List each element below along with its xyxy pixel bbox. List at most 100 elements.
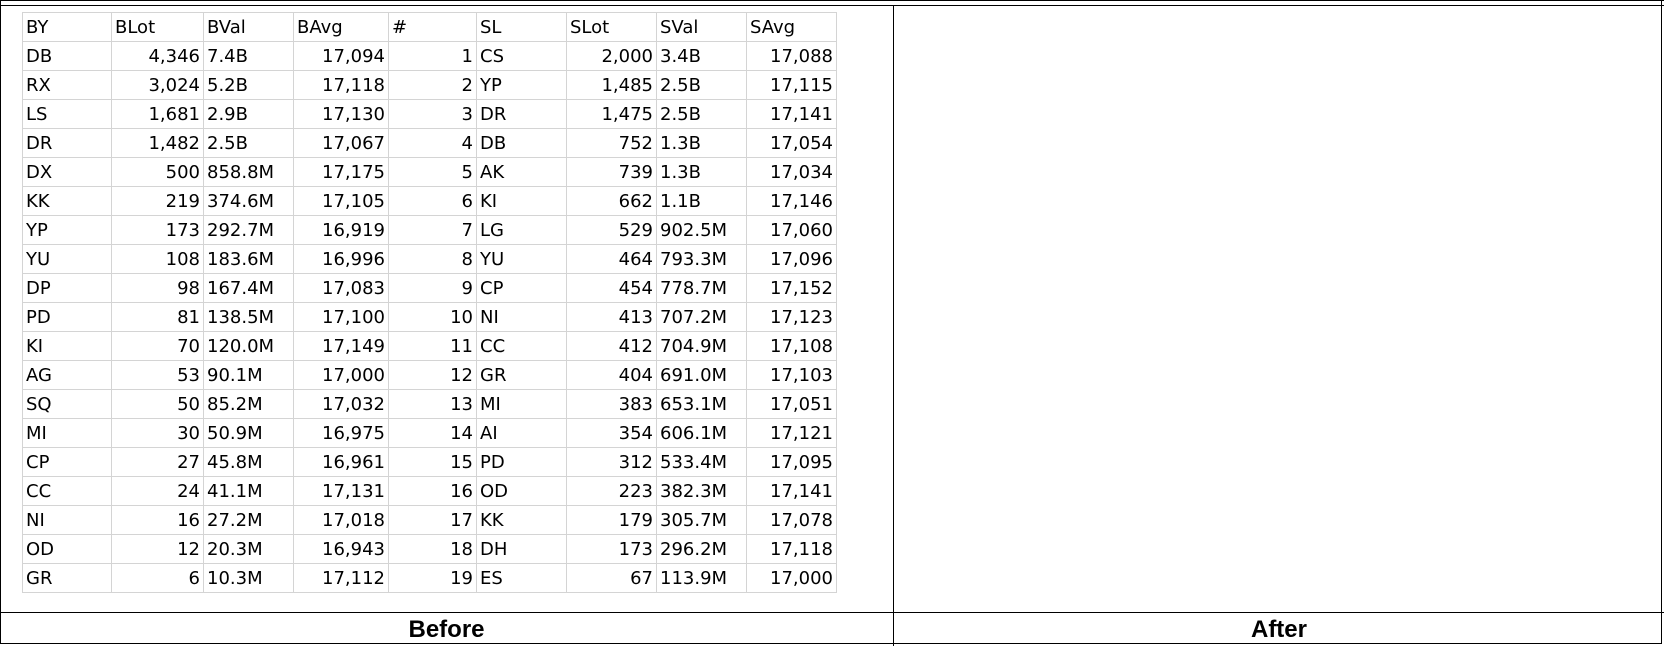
before-table-cell[interactable]: 17,032 (293, 389, 389, 419)
before-table-cell[interactable]: 296.2M (656, 534, 747, 564)
before-table-cell[interactable]: 2.5B (656, 99, 747, 129)
before-table-cell[interactable]: 4,346 (111, 41, 204, 71)
before-table-cell[interactable]: 16,943 (293, 534, 389, 564)
before-column-header[interactable]: SL (476, 12, 567, 42)
before-column-header[interactable]: BAvg (293, 12, 389, 42)
before-table-cell[interactable]: 1.3B (656, 157, 747, 187)
before-table-cell[interactable]: 529 (566, 215, 657, 245)
before-table-cell[interactable]: 41.1M (203, 476, 294, 506)
before-table-cell[interactable]: CP (476, 273, 567, 303)
before-table-cell[interactable]: 7.4B (203, 41, 294, 71)
before-table-cell[interactable]: 120.0M (203, 331, 294, 361)
before-table-cell[interactable]: 778.7M (656, 273, 747, 303)
before-table-cell[interactable]: 8 (388, 244, 477, 274)
before-table-cell[interactable]: 305.7M (656, 505, 747, 535)
before-table-cell[interactable]: 17,100 (293, 302, 389, 332)
before-table-cell[interactable]: 17,051 (746, 389, 837, 419)
before-table-cell[interactable]: 81 (111, 302, 204, 332)
before-table-cell[interactable]: 90.1M (203, 360, 294, 390)
before-table-cell[interactable]: AG (22, 360, 112, 390)
before-table-cell[interactable]: 374.6M (203, 186, 294, 216)
before-table-cell[interactable]: NI (476, 302, 567, 332)
before-table-cell[interactable]: PD (22, 302, 112, 332)
before-table-cell[interactable]: 183.6M (203, 244, 294, 274)
before-table-cell[interactable]: 17,094 (293, 41, 389, 71)
before-table-cell[interactable]: 5.2B (203, 70, 294, 100)
before-table-cell[interactable]: 19 (388, 563, 477, 593)
before-table-cell[interactable]: 24 (111, 476, 204, 506)
before-table-cell[interactable]: 17,175 (293, 157, 389, 187)
before-table-cell[interactable]: GR (476, 360, 567, 390)
before-table-cell[interactable]: ES (476, 563, 567, 593)
before-table-cell[interactable]: 173 (111, 215, 204, 245)
before-table-cell[interactable]: SQ (22, 389, 112, 419)
before-table-cell[interactable]: 113.9M (656, 563, 747, 593)
before-table-cell[interactable]: 17,141 (746, 99, 837, 129)
before-column-header[interactable]: BLot (111, 12, 204, 42)
before-table-cell[interactable]: NI (22, 505, 112, 535)
before-table-cell[interactable]: 15 (388, 447, 477, 477)
before-table-cell[interactable]: OD (476, 476, 567, 506)
before-table-cell[interactable]: 16,919 (293, 215, 389, 245)
before-table-cell[interactable]: 17,095 (746, 447, 837, 477)
before-table-cell[interactable]: 1,485 (566, 70, 657, 100)
before-table-cell[interactable]: DX (22, 157, 112, 187)
before-table-cell[interactable]: 1 (388, 41, 477, 71)
before-table-cell[interactable]: CC (476, 331, 567, 361)
before-table-cell[interactable]: 858.8M (203, 157, 294, 187)
before-table-cell[interactable]: 223 (566, 476, 657, 506)
before-table-cell[interactable]: 17,152 (746, 273, 837, 303)
before-table-cell[interactable]: DB (22, 41, 112, 71)
before-table-cell[interactable]: 219 (111, 186, 204, 216)
before-table-cell[interactable]: AI (476, 418, 567, 448)
before-table-cell[interactable]: GR (22, 563, 112, 593)
before-table-cell[interactable]: 383 (566, 389, 657, 419)
before-table-cell[interactable]: 16,975 (293, 418, 389, 448)
before-table-cell[interactable]: 2.5B (656, 70, 747, 100)
before-table-cell[interactable]: 17,112 (293, 563, 389, 593)
before-table-cell[interactable]: 12 (111, 534, 204, 564)
before-table-cell[interactable]: 14 (388, 418, 477, 448)
before-table-cell[interactable]: 4 (388, 128, 477, 158)
before-table-cell[interactable]: 17,118 (293, 70, 389, 100)
before-table-cell[interactable]: 3 (388, 99, 477, 129)
before-table-cell[interactable]: YP (476, 70, 567, 100)
before-column-header[interactable]: SAvg (746, 12, 837, 42)
before-table-cell[interactable]: 464 (566, 244, 657, 274)
before-table-cell[interactable]: KI (476, 186, 567, 216)
before-table-cell[interactable]: 16 (111, 505, 204, 535)
before-table-cell[interactable]: 17,131 (293, 476, 389, 506)
before-table-cell[interactable]: 707.2M (656, 302, 747, 332)
before-table-cell[interactable]: 17,141 (746, 476, 837, 506)
before-table-cell[interactable]: 2,000 (566, 41, 657, 71)
before-table-cell[interactable]: MI (22, 418, 112, 448)
before-table-cell[interactable]: 179 (566, 505, 657, 535)
before-column-header[interactable]: BY (22, 12, 112, 42)
before-table-cell[interactable]: 17,078 (746, 505, 837, 535)
before-table-cell[interactable]: 3.4B (656, 41, 747, 71)
before-table-cell[interactable]: 17,118 (746, 534, 837, 564)
before-table-cell[interactable]: 1.3B (656, 128, 747, 158)
before-table-cell[interactable]: 173 (566, 534, 657, 564)
before-table-cell[interactable]: 739 (566, 157, 657, 187)
before-table-cell[interactable]: 17,083 (293, 273, 389, 303)
before-table-cell[interactable]: 3,024 (111, 70, 204, 100)
before-table-cell[interactable]: 138.5M (203, 302, 294, 332)
before-table-cell[interactable]: 752 (566, 128, 657, 158)
before-table-cell[interactable]: 17,000 (746, 563, 837, 593)
before-table-cell[interactable]: 533.4M (656, 447, 747, 477)
before-table-cell[interactable]: 10.3M (203, 563, 294, 593)
before-table-cell[interactable]: AK (476, 157, 567, 187)
before-table-cell[interactable]: 67 (566, 563, 657, 593)
before-table-cell[interactable]: 793.3M (656, 244, 747, 274)
before-table-cell[interactable]: 20.3M (203, 534, 294, 564)
before-table-cell[interactable]: DP (22, 273, 112, 303)
before-table-cell[interactable]: 653.1M (656, 389, 747, 419)
before-table-cell[interactable]: 412 (566, 331, 657, 361)
before-table-cell[interactable]: 454 (566, 273, 657, 303)
before-table-cell[interactable]: 17,096 (746, 244, 837, 274)
before-table-cell[interactable]: 1,681 (111, 99, 204, 129)
before-table-cell[interactable]: 17,088 (746, 41, 837, 71)
before-table-cell[interactable]: 17,060 (746, 215, 837, 245)
before-column-header[interactable]: SVal (656, 12, 747, 42)
